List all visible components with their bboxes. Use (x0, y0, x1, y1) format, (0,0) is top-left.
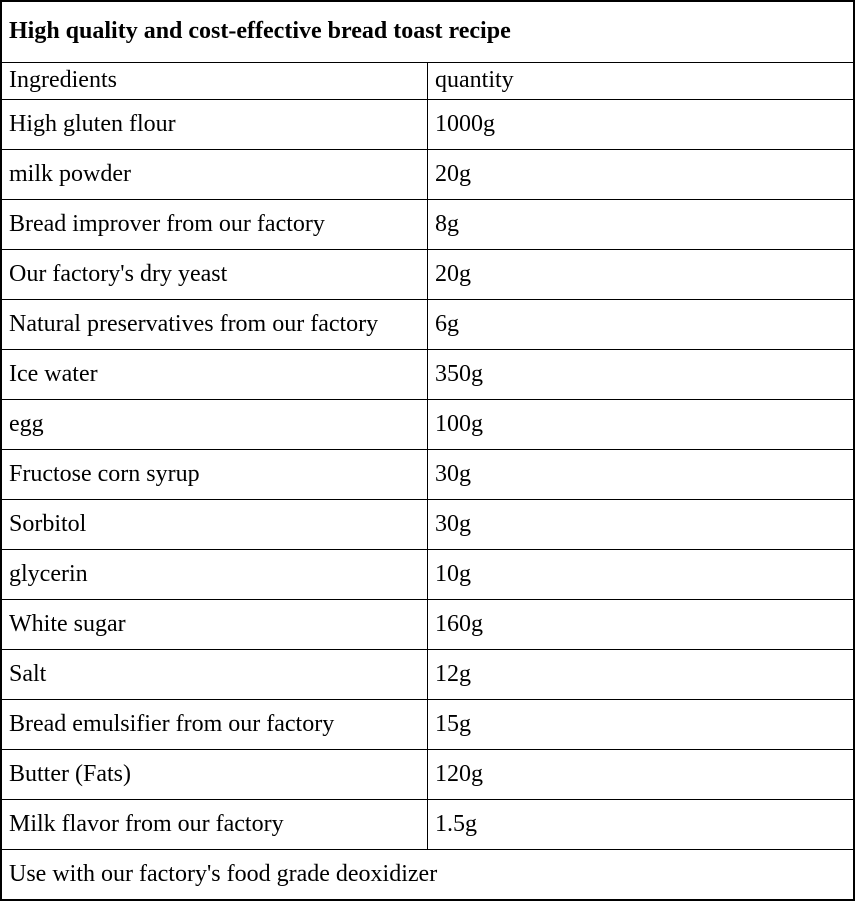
table-row: Milk flavor from our factory 1.5g (0, 799, 855, 850)
quantity-cell: 120g (427, 749, 855, 800)
table-row: White sugar 160g (0, 599, 855, 650)
ingredient-cell: egg (0, 399, 428, 450)
table-row: Our factory's dry yeast 20g (0, 249, 855, 300)
table-row: Salt 12g (0, 649, 855, 700)
ingredient-cell: Butter (Fats) (0, 749, 428, 800)
footer-row: Use with our factory's food grade deoxid… (0, 849, 855, 901)
table-row: Sorbitol 30g (0, 499, 855, 550)
ingredient-cell: White sugar (0, 599, 428, 650)
column-header-quantity: quantity (427, 62, 855, 100)
ingredient-cell: milk powder (0, 149, 428, 200)
quantity-cell: 6g (427, 299, 855, 350)
quantity-cell: 8g (427, 199, 855, 250)
table-row: glycerin 10g (0, 549, 855, 600)
table-row: Natural preservatives from our factory 6g (0, 299, 855, 350)
table-row: egg 100g (0, 399, 855, 450)
table-row: Bread improver from our factory 8g (0, 199, 855, 250)
quantity-cell: 1.5g (427, 799, 855, 850)
header-row: Ingredients quantity (0, 62, 855, 100)
ingredient-cell: Natural preservatives from our factory (0, 299, 428, 350)
title-row: High quality and cost-effective bread to… (0, 0, 855, 63)
ingredient-cell: Salt (0, 649, 428, 700)
ingredient-cell: Bread improver from our factory (0, 199, 428, 250)
column-header-ingredients: Ingredients (0, 62, 428, 100)
quantity-cell: 30g (427, 449, 855, 500)
table-footer-note: Use with our factory's food grade deoxid… (0, 849, 855, 901)
quantity-cell: 10g (427, 549, 855, 600)
ingredient-cell: glycerin (0, 549, 428, 600)
table-row: Ice water 350g (0, 349, 855, 400)
quantity-cell: 20g (427, 249, 855, 300)
quantity-cell: 30g (427, 499, 855, 550)
ingredient-cell: High gluten flour (0, 99, 428, 150)
quantity-cell: 12g (427, 649, 855, 700)
quantity-cell: 160g (427, 599, 855, 650)
quantity-cell: 100g (427, 399, 855, 450)
ingredient-cell: Ice water (0, 349, 428, 400)
quantity-cell: 20g (427, 149, 855, 200)
quantity-cell: 350g (427, 349, 855, 400)
ingredient-cell: Sorbitol (0, 499, 428, 550)
table-row: Butter (Fats) 120g (0, 749, 855, 800)
ingredient-cell: Milk flavor from our factory (0, 799, 428, 850)
ingredient-cell: Fructose corn syrup (0, 449, 428, 500)
table-row: High gluten flour 1000g (0, 99, 855, 150)
table-body: High gluten flour 1000g milk powder 20g Brea… (0, 99, 855, 850)
quantity-cell: 1000g (427, 99, 855, 150)
table-row: Fructose corn syrup 30g (0, 449, 855, 500)
table-row: milk powder 20g (0, 149, 855, 200)
ingredient-cell: Bread emulsifier from our factory (0, 699, 428, 750)
quantity-cell: 15g (427, 699, 855, 750)
ingredient-cell: Our factory's dry yeast (0, 249, 428, 300)
table-title: High quality and cost-effective bread to… (0, 0, 855, 63)
table-row: Bread emulsifier from our factory 15g (0, 699, 855, 750)
